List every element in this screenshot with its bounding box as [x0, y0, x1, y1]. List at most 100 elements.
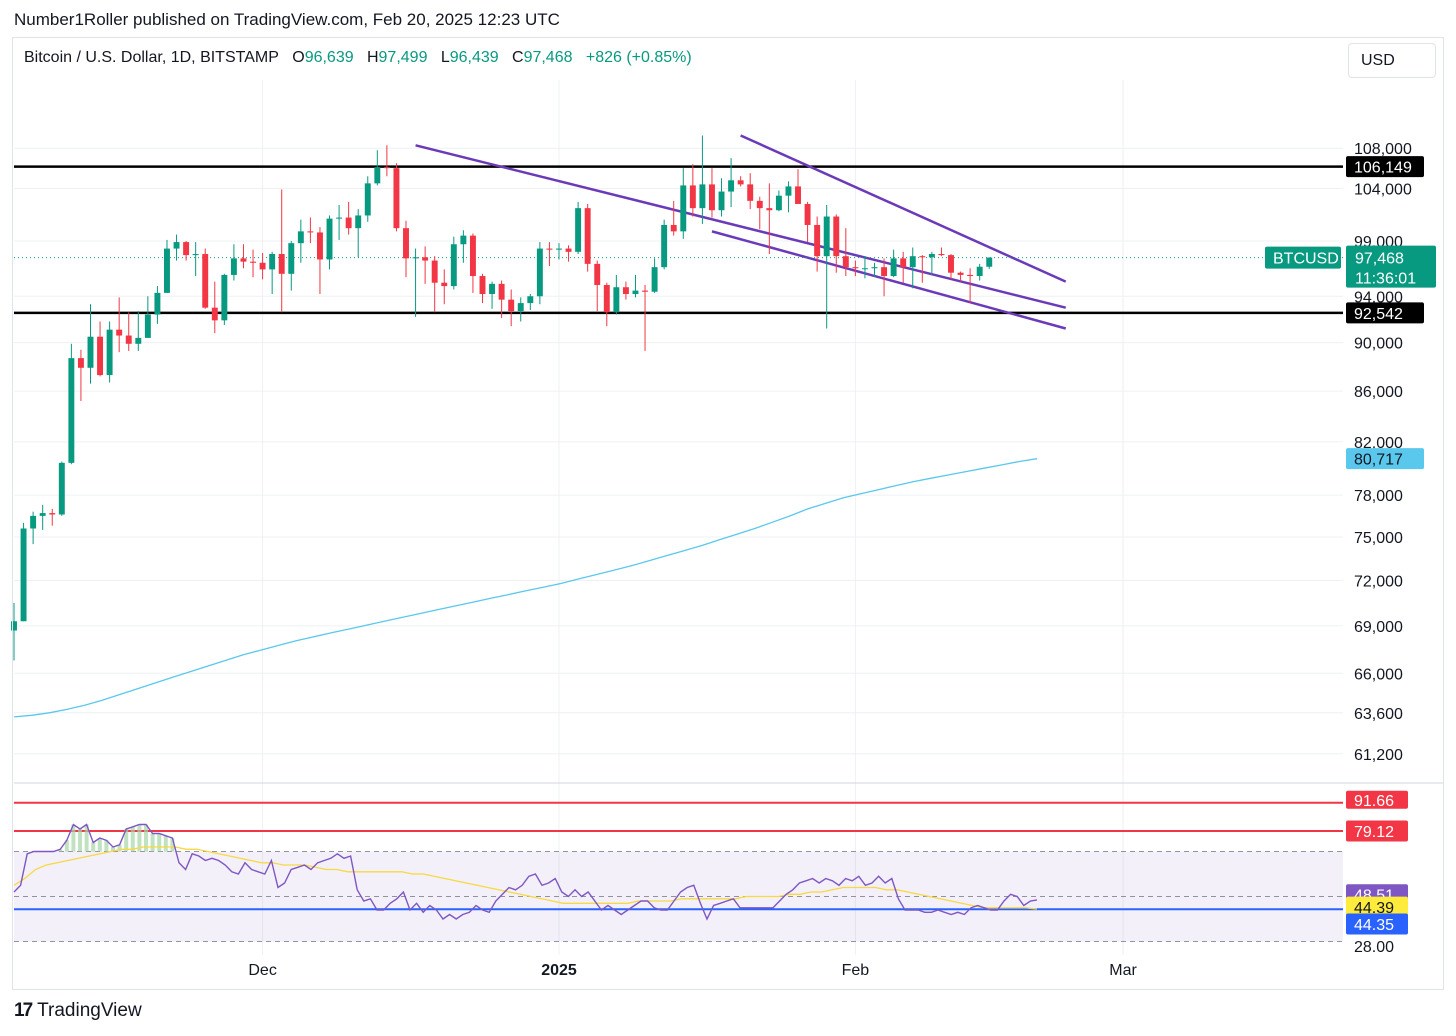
- change-value: +826 (+0.85%): [585, 49, 692, 66]
- low-value: 96,439: [449, 49, 499, 66]
- x-tick-label: Mar: [1109, 962, 1137, 979]
- svg-text:80,717: 80,717: [1354, 452, 1403, 469]
- sma-line: [13, 458, 1038, 718]
- rsi-ma-tag: 44.39: [1346, 896, 1408, 918]
- candle-body: [250, 261, 256, 263]
- rsi-level-tag: 79.12: [1346, 820, 1408, 842]
- candle-body: [852, 267, 859, 269]
- bar-countdown: 11:36:01: [1355, 271, 1416, 288]
- y-tick-label: 69,000: [1354, 619, 1403, 636]
- candle-body: [383, 167, 390, 169]
- last-price-value: 97,468: [1355, 251, 1404, 268]
- candle-body: [269, 254, 276, 270]
- candle-body: [536, 248, 543, 297]
- y-tick-label: 86,000: [1354, 384, 1403, 401]
- candle-body: [527, 296, 534, 304]
- close-label: C: [512, 49, 524, 66]
- candle-body: [116, 329, 123, 336]
- candle-body: [125, 335, 132, 344]
- candle-body: [11, 621, 17, 631]
- high-value: 97,499: [378, 49, 428, 66]
- candle-body: [632, 290, 639, 294]
- candle-body: [938, 254, 945, 256]
- candle-body: [498, 283, 505, 300]
- open-label: O: [292, 49, 305, 66]
- candle-body: [259, 262, 266, 270]
- candle-body: [642, 290, 648, 292]
- candle-body: [890, 258, 897, 277]
- symbol-price-tag: BTCUSD: [1265, 246, 1341, 269]
- svg-text:92,542: 92,542: [1354, 306, 1403, 323]
- candle-body: [431, 260, 438, 283]
- candle-body: [948, 255, 954, 273]
- rsi-level-tag: 44.35: [1346, 913, 1408, 935]
- candle-body: [450, 244, 457, 287]
- candle-body: [680, 185, 687, 232]
- candle-body: [699, 184, 706, 209]
- last-price-tag: 97,468 11:36:01: [1346, 245, 1436, 288]
- tradingview-brand[interactable]: 17 TradingView: [14, 1000, 142, 1022]
- candle-body: [508, 299, 515, 312]
- candle-body: [211, 307, 218, 321]
- candle-body: [775, 195, 782, 211]
- candle-body: [823, 216, 830, 257]
- sma-price-tag: 80,717: [1346, 448, 1424, 470]
- y-tick-label: 94,000: [1354, 289, 1403, 306]
- candle-body: [728, 180, 735, 192]
- candle-body: [795, 186, 801, 204]
- symbol-title[interactable]: Bitcoin / U.S. Dollar, 1D, BITSTAMP: [24, 49, 279, 66]
- candle-body: [556, 248, 562, 250]
- candle-body: [345, 217, 352, 229]
- candle-body: [173, 242, 180, 249]
- candle-body: [804, 203, 811, 225]
- candle-body: [374, 167, 381, 184]
- candle-body: [221, 274, 228, 321]
- x-tick-label: Feb: [842, 962, 870, 979]
- candle-body: [814, 224, 821, 257]
- low-label: L: [440, 49, 450, 66]
- candle-body: [709, 184, 715, 211]
- candle-body: [77, 358, 84, 368]
- candle-body: [479, 276, 486, 294]
- candle-body: [403, 228, 409, 259]
- candle-body: [307, 231, 314, 233]
- candle-body: [833, 216, 840, 257]
- trendline: [711, 230, 1067, 330]
- rsi-ma-line: [13, 846, 1038, 910]
- candle-body: [613, 287, 620, 313]
- candle-body: [154, 292, 161, 315]
- svg-text:79.12: 79.12: [1354, 824, 1394, 841]
- candle-body: [881, 267, 888, 277]
- y-tick-label: 90,000: [1354, 336, 1403, 353]
- tradingview-logo-icon: 17: [14, 1000, 33, 1021]
- y-tick-label: 82,000: [1354, 435, 1403, 452]
- candle-body: [957, 272, 964, 275]
- currency-button[interactable]: USD: [1348, 43, 1436, 78]
- y-tick-label: 61,200: [1354, 747, 1403, 764]
- candle-body: [909, 256, 916, 268]
- x-tick-label: Dec: [248, 962, 276, 979]
- candle-body: [565, 248, 572, 252]
- candle-body: [87, 336, 94, 368]
- candle-body: [747, 184, 754, 201]
- candle-body: [460, 235, 467, 245]
- candle-body: [756, 200, 763, 209]
- candle-body: [230, 258, 237, 275]
- rsi-level-tag: 91.66: [1346, 790, 1408, 810]
- candle-body: [575, 208, 582, 252]
- candle-body: [871, 267, 878, 269]
- trendline: [740, 134, 1067, 283]
- candle-body: [441, 282, 448, 287]
- svg-text:BTCUSD: BTCUSD: [1273, 251, 1339, 268]
- candle-body: [546, 248, 553, 250]
- candle-body: [517, 303, 524, 312]
- y-tick-label: 63,600: [1354, 706, 1403, 723]
- candle-body: [603, 284, 610, 313]
- candle-body: [364, 183, 371, 216]
- candle-body: [489, 283, 496, 294]
- candle-body: [288, 243, 295, 274]
- candle-body: [718, 191, 725, 211]
- candle-body: [766, 208, 773, 211]
- ohlc-header: Bitcoin / U.S. Dollar, 1D, BITSTAMP O 96,…: [24, 49, 692, 67]
